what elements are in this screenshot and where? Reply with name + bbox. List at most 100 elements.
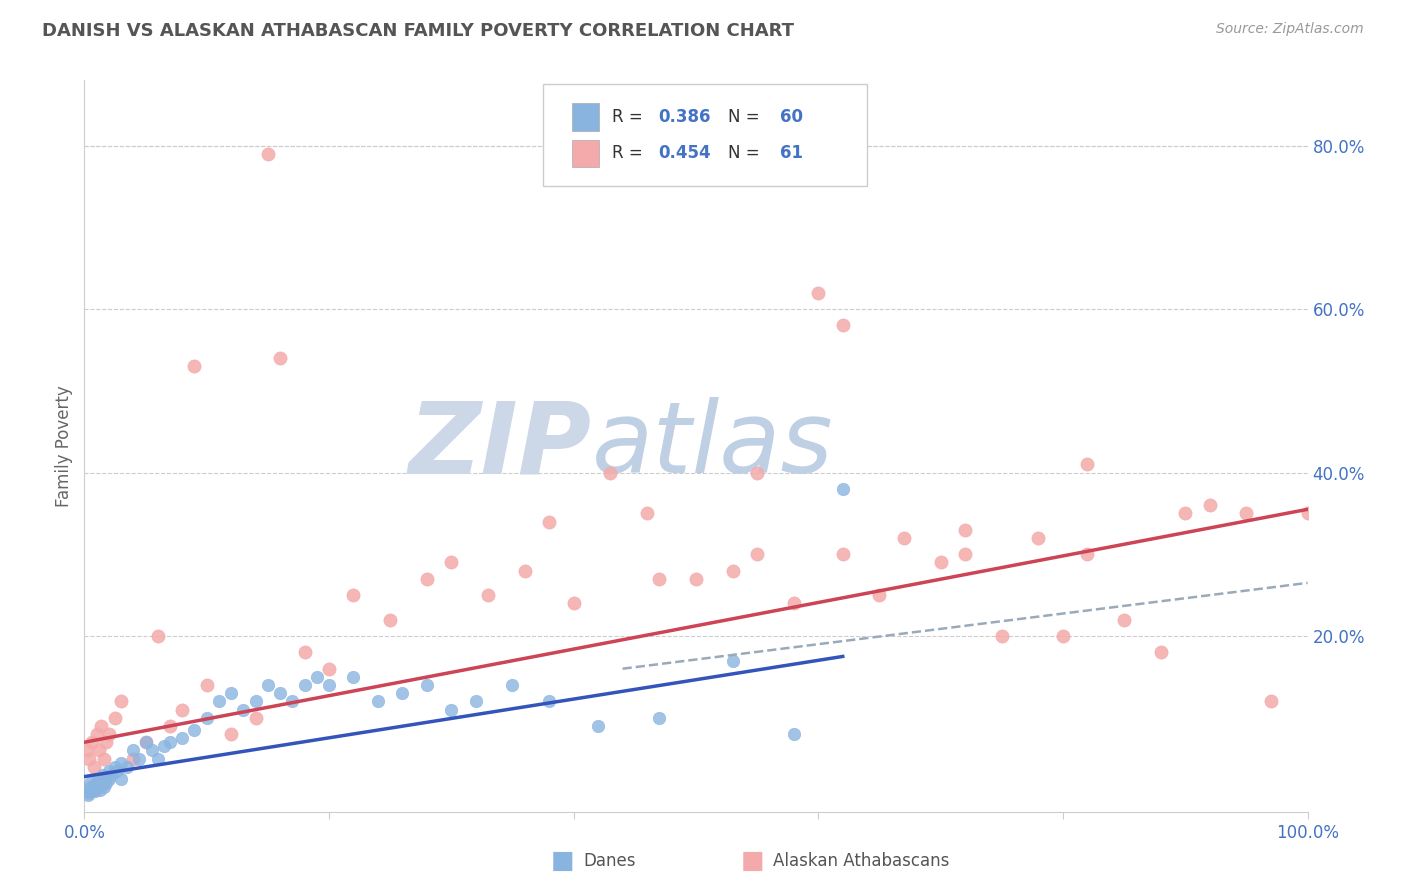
Point — [1076, 458, 1098, 472]
Point — [195, 711, 218, 725]
Point — [380, 613, 402, 627]
Point — [86, 780, 108, 795]
Text: ZIP: ZIP — [409, 398, 592, 494]
Text: 0.386: 0.386 — [658, 108, 710, 126]
Point — [1236, 507, 1258, 521]
Point — [1296, 507, 1319, 521]
Point — [342, 670, 364, 684]
Point — [79, 780, 101, 795]
Point — [76, 784, 98, 798]
Point — [97, 727, 120, 741]
Point — [104, 760, 127, 774]
Point — [96, 735, 118, 749]
Point — [342, 588, 364, 602]
FancyBboxPatch shape — [572, 103, 599, 131]
Point — [416, 572, 439, 586]
Point — [464, 694, 486, 708]
Point — [80, 735, 103, 749]
Point — [159, 735, 181, 749]
Point — [86, 727, 108, 741]
Point — [1198, 498, 1220, 512]
Point — [183, 723, 205, 737]
Point — [83, 778, 105, 792]
Point — [747, 466, 769, 480]
Point — [159, 719, 181, 733]
Point — [1052, 629, 1074, 643]
Point — [367, 694, 389, 708]
Point — [257, 678, 280, 692]
Point — [94, 772, 117, 786]
Point — [77, 789, 100, 803]
Point — [77, 751, 100, 765]
Point — [146, 751, 169, 765]
Text: ■: ■ — [741, 849, 763, 872]
Point — [115, 760, 138, 774]
Point — [195, 678, 218, 692]
Point — [219, 727, 242, 741]
Point — [93, 751, 115, 765]
Point — [122, 751, 145, 765]
Point — [807, 285, 830, 300]
Point — [82, 782, 104, 797]
Point — [391, 686, 413, 700]
Point — [953, 523, 976, 537]
Point — [318, 662, 340, 676]
Point — [97, 772, 120, 786]
Point — [562, 596, 585, 610]
Point — [87, 772, 110, 786]
Point — [100, 768, 122, 782]
Point — [586, 719, 609, 733]
Point — [172, 731, 194, 746]
Point — [86, 776, 108, 790]
Point — [783, 727, 806, 741]
Point — [183, 359, 205, 374]
Point — [87, 778, 110, 792]
Point — [219, 686, 242, 700]
Text: Alaskan Athabascans: Alaskan Athabascans — [773, 852, 949, 870]
Point — [128, 751, 150, 765]
Point — [257, 146, 280, 161]
Point — [648, 572, 671, 586]
Point — [305, 670, 328, 684]
Point — [87, 743, 110, 757]
Point — [929, 556, 952, 570]
Point — [783, 596, 806, 610]
Point — [90, 719, 112, 733]
Point — [105, 764, 128, 778]
FancyBboxPatch shape — [543, 84, 868, 186]
Point — [89, 782, 111, 797]
Point — [245, 711, 267, 725]
Point — [599, 466, 621, 480]
Point — [269, 351, 291, 366]
Point — [294, 678, 316, 692]
Point — [477, 588, 499, 602]
Point — [538, 515, 561, 529]
Point — [440, 702, 463, 716]
Text: 0.454: 0.454 — [658, 145, 710, 162]
Point — [953, 547, 976, 561]
Point — [146, 629, 169, 643]
Text: N =: N = — [728, 145, 765, 162]
Point — [96, 776, 118, 790]
Point — [77, 786, 100, 800]
Point — [513, 564, 536, 578]
Point — [122, 743, 145, 757]
Point — [721, 564, 744, 578]
Point — [208, 694, 231, 708]
Point — [416, 678, 439, 692]
Text: Source: ZipAtlas.com: Source: ZipAtlas.com — [1216, 22, 1364, 37]
Point — [104, 711, 127, 725]
Point — [91, 776, 114, 790]
Point — [1114, 613, 1136, 627]
Point — [831, 482, 853, 496]
Point — [141, 743, 163, 757]
Point — [294, 645, 316, 659]
Point — [636, 507, 658, 521]
Point — [79, 776, 101, 790]
FancyBboxPatch shape — [572, 139, 599, 168]
Point — [80, 784, 103, 798]
Point — [869, 588, 891, 602]
Text: 61: 61 — [780, 145, 803, 162]
Point — [318, 678, 340, 692]
Point — [991, 629, 1014, 643]
